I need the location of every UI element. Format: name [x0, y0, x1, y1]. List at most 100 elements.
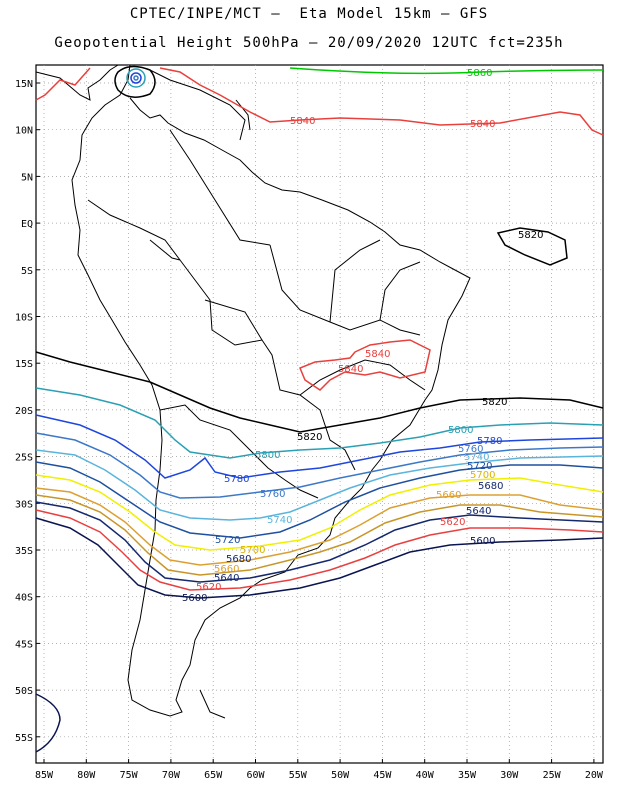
label-5760-a: 5760: [458, 444, 483, 455]
lon-label: 30W: [500, 770, 519, 781]
country-border-5: [169, 129, 271, 246]
label-5780-b: 5780: [224, 474, 249, 485]
contour-labels: 5860 5840 5840 5820 5840 5840 5820 5820 …: [182, 68, 543, 604]
brazil-state-border-3: [379, 261, 421, 321]
low-center-ring-3: [133, 75, 139, 81]
low-center-ring-2: [130, 72, 142, 84]
label-5660-a: 5660: [436, 490, 461, 501]
country-border-6: [235, 99, 251, 131]
lat-label: 45S: [15, 639, 33, 650]
label-5600-b: 5600: [182, 593, 207, 604]
falkland-area: [199, 689, 226, 719]
lon-label: 65W: [204, 770, 223, 781]
graticule: [36, 65, 603, 763]
label-5680-a: 5680: [478, 481, 503, 492]
contour-5700: [35, 474, 604, 551]
label-5720-b: 5720: [215, 535, 240, 546]
label-5840-a: 5840: [290, 116, 315, 127]
south-america-coast: [71, 64, 471, 717]
label-5820-c: 5820: [297, 432, 322, 443]
lat-label: EQ: [21, 219, 33, 230]
contour-5820-low: [114, 65, 156, 98]
caribbean-coast: [149, 69, 246, 141]
label-5620-a: 5620: [440, 517, 465, 528]
contour-5720: [35, 461, 604, 539]
label-5740-b: 5740: [267, 515, 292, 526]
contour-5640: [35, 501, 604, 583]
lon-label: 35W: [458, 770, 477, 781]
label-5680-b: 5680: [226, 554, 251, 565]
label-5620-b: 5620: [196, 582, 221, 593]
label-5800-a: 5800: [448, 425, 473, 436]
lat-label: 40S: [15, 593, 33, 604]
label-5860: 5860: [467, 68, 492, 79]
country-border-2: [159, 404, 319, 499]
brazil-state-border-4: [299, 359, 426, 396]
lon-label: 75W: [120, 770, 139, 781]
contour-lines: [35, 65, 604, 753]
lon-label: 85W: [35, 770, 54, 781]
lat-label: 20S: [15, 406, 33, 417]
brazil-state-border-1: [269, 244, 421, 336]
lon-label: 25W: [543, 770, 562, 781]
label-5820-b: 5820: [482, 397, 507, 408]
contour-5840-north: [35, 67, 604, 136]
label-5800-b: 5800: [255, 450, 280, 461]
brazil-state-border-2: [329, 239, 381, 323]
lon-label: 40W: [416, 770, 435, 781]
map-frame: [35, 64, 604, 764]
lon-label: 45W: [373, 770, 392, 781]
country-border-4: [149, 239, 181, 261]
lat-label: 30S: [15, 499, 33, 510]
contour-south-west: [35, 693, 61, 753]
lon-label: 70W: [162, 770, 181, 781]
label-5840-d: 5840: [338, 364, 363, 375]
map-title-line1: CPTEC/INPE/MCT – Eta Model 15km – GFS: [129, 6, 489, 22]
map-title-line2: Geopotential Height 500hPa – 20/09/2020 …: [54, 35, 564, 51]
contour-5780: [35, 414, 604, 479]
latitude-labels: 15N 10N 5N EQ 5S 10S 15S 20S 25S 30S 35S 40S 45S 50S 5…: [15, 79, 40, 744]
label-5700-b: 5700: [240, 545, 265, 556]
contour-5600: [35, 517, 604, 599]
contour-5840-brazil: [299, 339, 431, 391]
lat-label: 10N: [15, 126, 33, 137]
lon-label: 50W: [331, 770, 350, 781]
contour-5660: [35, 494, 604, 576]
label-5840-c: 5840: [365, 349, 390, 360]
lat-label: 50S: [15, 686, 33, 697]
contour-5820: [35, 351, 604, 433]
lat-label: 15N: [15, 79, 33, 90]
label-5640-b: 5640: [214, 573, 239, 584]
contour-5820-north: [496, 227, 568, 266]
label-5600-a: 5600: [470, 536, 495, 547]
contour-5680: [35, 487, 604, 566]
label-5720-a: 5720: [467, 461, 492, 472]
label-5780-a: 5780: [477, 436, 502, 447]
lat-label: 25S: [15, 453, 33, 464]
contour-5800: [35, 387, 604, 459]
contour-5760: [35, 432, 604, 499]
lat-label: 35S: [15, 546, 33, 557]
lat-label: 5S: [21, 266, 33, 277]
lon-label: 60W: [246, 770, 265, 781]
longitude-labels: 85W 80W 75W 70W 65W 60W 55W 50W 45W 40W 35W 30W 25W 2…: [35, 759, 604, 781]
lat-label: 5N: [21, 172, 33, 183]
contour-5740: [35, 449, 604, 521]
low-center-ring-1: [126, 68, 146, 88]
lon-label: 20W: [585, 770, 604, 781]
lon-label: 80W: [77, 770, 96, 781]
coastline: [35, 64, 471, 719]
label-5660-b: 5660: [214, 564, 239, 575]
label-5640-a: 5640: [466, 506, 491, 517]
label-5700-a: 5700: [470, 470, 495, 481]
country-border-3: [204, 299, 263, 341]
contour-5620: [35, 509, 604, 591]
country-border-1: [87, 199, 356, 471]
lon-label: 55W: [289, 770, 308, 781]
label-5840-b: 5840: [470, 119, 495, 130]
label-5820-a: 5820: [518, 230, 543, 241]
lat-label: 10S: [15, 313, 33, 324]
label-5760-b: 5760: [260, 489, 285, 500]
label-5740-a: 5740: [464, 452, 489, 463]
